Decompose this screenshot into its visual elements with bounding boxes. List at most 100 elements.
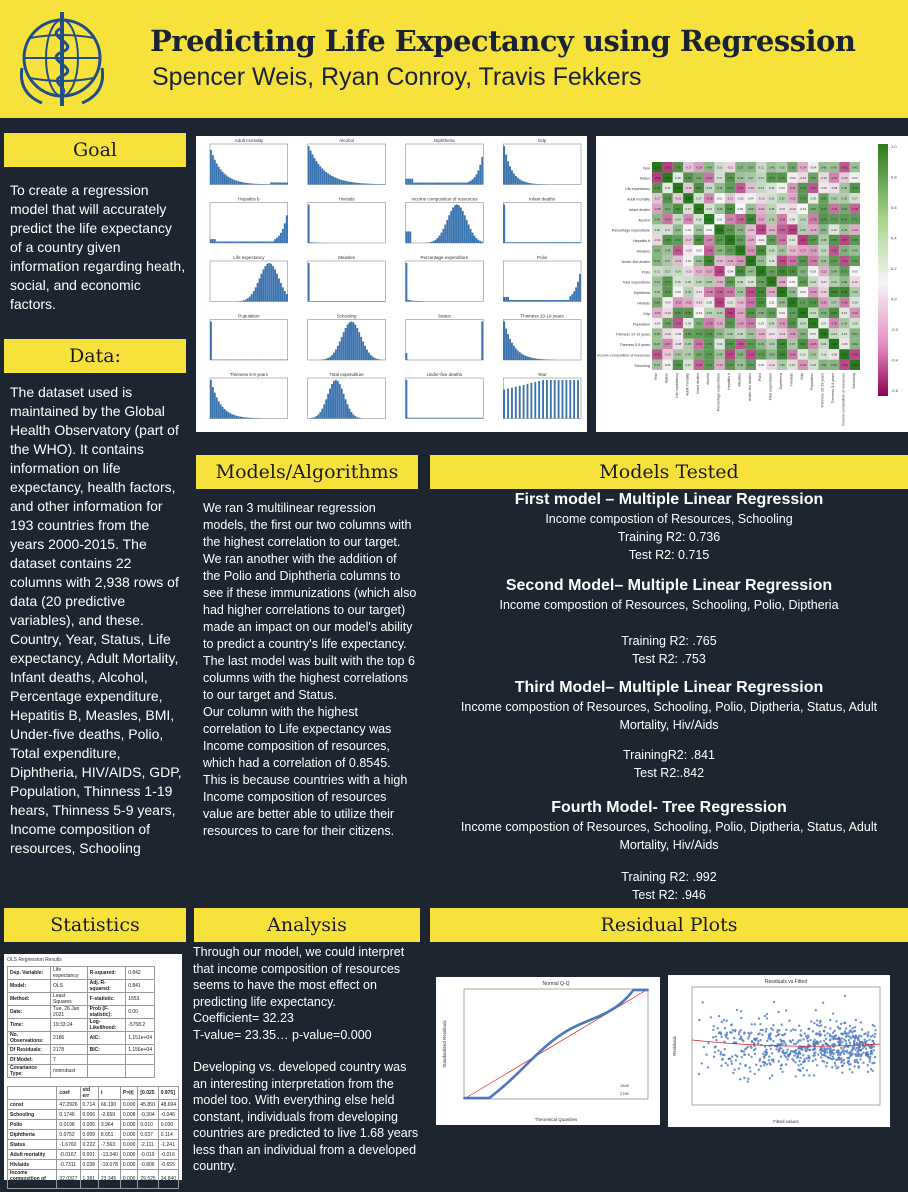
heatmap-value: 0.24 [810, 280, 816, 284]
heatmap-cell [849, 203, 860, 214]
rvf-point [853, 1037, 857, 1040]
histogram-bar [469, 180, 472, 185]
histogram-bar [534, 242, 537, 243]
heatmap-value: 0.46 [821, 165, 827, 169]
rvf-point [869, 1035, 873, 1038]
colorbar-tick: 0.4 [891, 236, 897, 241]
rvf-point [819, 1046, 822, 1050]
heatmap-cell [787, 182, 798, 194]
heatmap-value: -0.52 [737, 342, 744, 346]
histogram-bar [526, 299, 529, 302]
heatmap-value: 0.45 [831, 165, 837, 169]
heatmap-value: 0.40 [675, 353, 681, 357]
rvf-point [726, 1064, 729, 1067]
heatmap-value: 0.03 [758, 321, 764, 325]
rvf-point [847, 1039, 851, 1042]
heatmap-value: -0.40 [789, 353, 796, 357]
histogram-frame [405, 260, 484, 302]
histogram-bar [346, 324, 349, 360]
histogram-title: Diphtheria [434, 138, 455, 143]
heatmap-cell [808, 172, 819, 183]
heatmap-value: 0.55 [842, 249, 848, 253]
rvf-point [856, 1060, 859, 1063]
heatmap-value: 0.73 [706, 342, 712, 346]
ols-coef-row: Hiv/aids -0.7311 0.038 -19.078 0.000 -0.806 -0… [6, 1159, 180, 1170]
ols-coef-row: Status -1.6760 0.222 -7.563 0.000 -2.111 -1.24… [6, 1139, 180, 1150]
ols-coef-cell: Polio [6, 1119, 58, 1130]
ols-summary-cell: 1.151e+04 [125, 1031, 155, 1045]
rvf-point [763, 1045, 767, 1048]
heatmap-value: -0.05 [820, 186, 827, 190]
histogram-bar [473, 235, 476, 243]
histogram-bar [246, 241, 249, 243]
heatmap-cell [756, 172, 767, 183]
model-3-test: Test R2:.842 [633, 766, 705, 780]
ols-coef-cell: -7.563 [97, 1139, 121, 1150]
heatmap-cell [652, 255, 663, 266]
rvf-point [825, 1061, 829, 1065]
heatmap-value: -0.32 [852, 311, 859, 315]
heatmap-cell [818, 224, 829, 235]
histogram-bar [369, 354, 372, 360]
heatmap-value: -0.52 [841, 165, 848, 169]
histogram-bar [551, 242, 554, 243]
heatmap-value: -0.49 [779, 228, 786, 232]
histogram-bar [518, 179, 521, 185]
heatmap-col-label: Diphtheria [779, 373, 783, 389]
ols-coef-cell: -2.659 [97, 1109, 121, 1120]
heatmap-value: 0.78 [727, 176, 733, 180]
rvf-point [746, 1080, 749, 1083]
histogram-bar [409, 231, 412, 243]
rvf-point [767, 1059, 771, 1062]
heatmap-value: 0.07 [821, 321, 827, 325]
ols-coef-cell: 3.964 [97, 1119, 121, 1130]
ols-summary-cell: OLS [50, 979, 88, 993]
histogram-frame [209, 260, 288, 302]
histogram-bar [258, 278, 261, 302]
histogram-bar [258, 183, 261, 185]
histogram-bar [285, 294, 288, 302]
qq-note: 2780 [620, 1091, 630, 1096]
rvf-point [841, 1059, 844, 1063]
histogram-bar [417, 417, 420, 419]
histogram-bar [532, 242, 535, 243]
heatmap-value: 0.21 [654, 269, 660, 273]
heatmap-cell [797, 214, 808, 225]
heatmap-value: -0.48 [737, 217, 744, 221]
heatmap-cell [735, 214, 746, 225]
heatmap-cell [828, 234, 840, 246]
ols-summary-cell: Least Squares [50, 992, 88, 1006]
heatmap-cell [672, 276, 684, 287]
histogram-bar [534, 358, 537, 360]
analysis-para1: Through our model, we could interpret th… [193, 945, 405, 1009]
heatmap-value: -0.39 [810, 217, 817, 221]
heatmap-value: 0.43 [821, 259, 827, 263]
heatmap-cell [766, 162, 777, 173]
heatmap-cell [735, 255, 746, 266]
rvf-point [857, 1049, 861, 1052]
heatmap-cell [683, 214, 694, 225]
rvf-point [855, 1041, 859, 1045]
rvf-point [732, 1036, 736, 1040]
rvf-point [804, 1047, 807, 1050]
rvf-point [848, 1024, 852, 1028]
heatmap-cell [745, 328, 756, 339]
rvf-point [808, 1074, 811, 1077]
heatmap-value: 1.00 [758, 269, 764, 273]
histogram-bar [549, 242, 552, 243]
heatmap-cell [808, 214, 819, 225]
histogram-bar [321, 168, 324, 185]
heatmap-value: 1.00 [779, 290, 785, 294]
heatmap-cell [704, 276, 715, 287]
heatmap-cell [735, 234, 746, 246]
heatmap-row-label: Measles [637, 249, 651, 253]
rvf-point [855, 1053, 858, 1056]
ols-summary-cell: Df Model: [6, 1054, 52, 1065]
heatmap-cell [745, 255, 756, 266]
histogram-bar [509, 338, 511, 360]
ols-summary-cell: Df Residuals: [6, 1044, 52, 1055]
histogram-bar [457, 182, 460, 185]
ols-summary-cell: 0.842 [125, 966, 155, 980]
heatmap-value: -0.37 [664, 342, 671, 346]
